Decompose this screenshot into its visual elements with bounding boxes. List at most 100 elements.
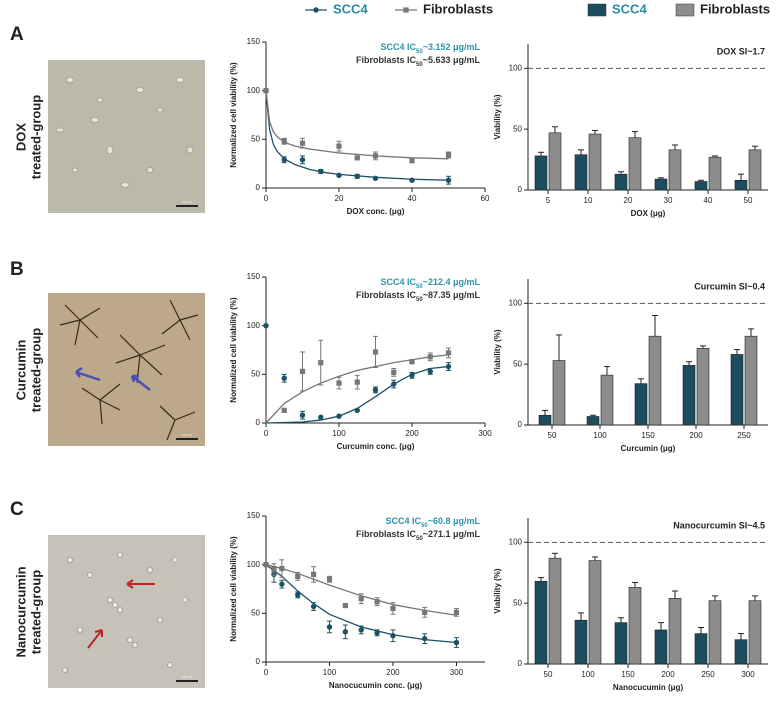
- bar: [552, 360, 566, 426]
- legend-marker: [403, 7, 409, 13]
- y-tick-label: 0: [256, 183, 261, 192]
- x-tick-label: 30: [664, 196, 673, 205]
- y-tick-label: 150: [247, 511, 261, 520]
- x-tick-label: 250: [737, 431, 751, 440]
- bar: [708, 600, 722, 665]
- bar: [734, 179, 748, 191]
- bar: [654, 629, 668, 665]
- y-axis-label: Normalized cell viability (%): [229, 297, 238, 403]
- annotation: Fibroblasts IC50~87.35 μg/mL: [356, 290, 480, 302]
- point: [342, 602, 348, 609]
- y-tick-label: 0: [518, 659, 523, 668]
- point: [336, 380, 342, 386]
- point: [409, 177, 415, 183]
- point: [342, 629, 349, 635]
- point: [299, 140, 306, 146]
- point: [311, 571, 317, 577]
- y-tick-label: 0: [256, 418, 261, 427]
- arrow: [126, 579, 155, 589]
- bar: [648, 335, 662, 426]
- point: [281, 157, 287, 163]
- point: [409, 158, 415, 164]
- y-tick-label: 50: [251, 369, 260, 378]
- point: [279, 565, 285, 572]
- point: [263, 88, 269, 94]
- y-axis-label: Normalized cell viability (%): [229, 536, 238, 642]
- x-tick-label: 200: [661, 670, 675, 679]
- arrow: [75, 366, 101, 382]
- point: [310, 603, 317, 610]
- chart-title: Curcumin SI~0.4: [694, 281, 765, 291]
- legend-label: Fibroblasts: [700, 1, 770, 16]
- point: [295, 592, 301, 598]
- bar: [628, 137, 642, 191]
- annotation: Fibroblasts IC50~5.633 μg/mL: [356, 55, 480, 67]
- point: [263, 322, 269, 329]
- legend-marker: [313, 7, 319, 13]
- y-tick-label: 50: [513, 124, 522, 133]
- point: [281, 407, 287, 413]
- x-tick-label: 50: [744, 196, 753, 205]
- point: [263, 562, 269, 568]
- point: [445, 363, 452, 370]
- annotation-part: 50: [421, 523, 428, 529]
- point: [354, 173, 360, 180]
- point: [421, 635, 428, 642]
- legend-swatch: [675, 3, 695, 17]
- bar: [668, 597, 682, 665]
- x-axis-label: Nanocucumin conc. (μg): [329, 681, 423, 690]
- legend-label: Fibroblasts: [423, 1, 493, 16]
- x-tick-label: 0: [264, 194, 269, 203]
- fit-curve: [265, 564, 457, 644]
- bar: [548, 557, 562, 665]
- bar: [574, 619, 588, 665]
- y-tick-label: 0: [256, 657, 261, 666]
- y-tick-label: 150: [247, 272, 261, 281]
- photo-a: [48, 60, 205, 213]
- legend-label: SCC4: [333, 1, 368, 16]
- point: [326, 624, 333, 630]
- point: [318, 168, 324, 175]
- bar: [588, 560, 602, 665]
- point: [354, 155, 360, 161]
- point: [427, 368, 433, 375]
- y-tick-label: 0: [518, 420, 523, 429]
- point: [281, 138, 287, 144]
- annotation: SCC4 IC50~212.4 μg/mL: [381, 277, 481, 289]
- x-axis-label: Curcumin conc. (μg): [337, 442, 415, 451]
- annotation: SCC4 IC50~3.152 μg/mL: [381, 42, 481, 54]
- panel-letter: B: [10, 259, 24, 280]
- x-tick-label: 60: [481, 194, 490, 203]
- group-label: treated-group: [28, 570, 43, 655]
- bar: [708, 156, 722, 191]
- point: [358, 627, 364, 633]
- y-tick-label: 100: [247, 560, 261, 569]
- y-axis-label: Normalized cell viability (%): [229, 62, 238, 168]
- x-axis-label: Curcumin (μg): [621, 444, 676, 453]
- legend-label: SCC4: [612, 1, 647, 16]
- point: [299, 412, 306, 418]
- x-tick-label: 20: [624, 196, 633, 205]
- micrograph: 100 nm: [48, 535, 205, 688]
- group-label: treated-group: [28, 95, 43, 180]
- bar: [654, 178, 668, 191]
- point: [422, 609, 428, 615]
- x-tick-label: 50: [544, 670, 553, 679]
- x-tick-label: 300: [741, 670, 755, 679]
- point: [409, 372, 415, 379]
- y-tick-label: 50: [513, 598, 522, 607]
- point: [374, 599, 380, 605]
- annotation-part: ~271.1 μg/mL: [423, 529, 481, 539]
- chart-title: DOX SI~1.7: [717, 46, 765, 56]
- annotation-part: 50: [416, 62, 423, 68]
- point: [358, 596, 364, 602]
- point: [372, 153, 379, 159]
- group-label: DOX: [13, 123, 28, 152]
- annotation-part: SCC4 IC: [381, 277, 417, 287]
- scale-bar: [176, 680, 198, 682]
- x-tick-label: 200: [405, 429, 419, 438]
- y-tick-label: 100: [247, 321, 261, 330]
- annotation-part: 50: [416, 297, 423, 303]
- x-tick-label: 200: [689, 431, 703, 440]
- annotation-part: SCC4 IC: [381, 42, 417, 52]
